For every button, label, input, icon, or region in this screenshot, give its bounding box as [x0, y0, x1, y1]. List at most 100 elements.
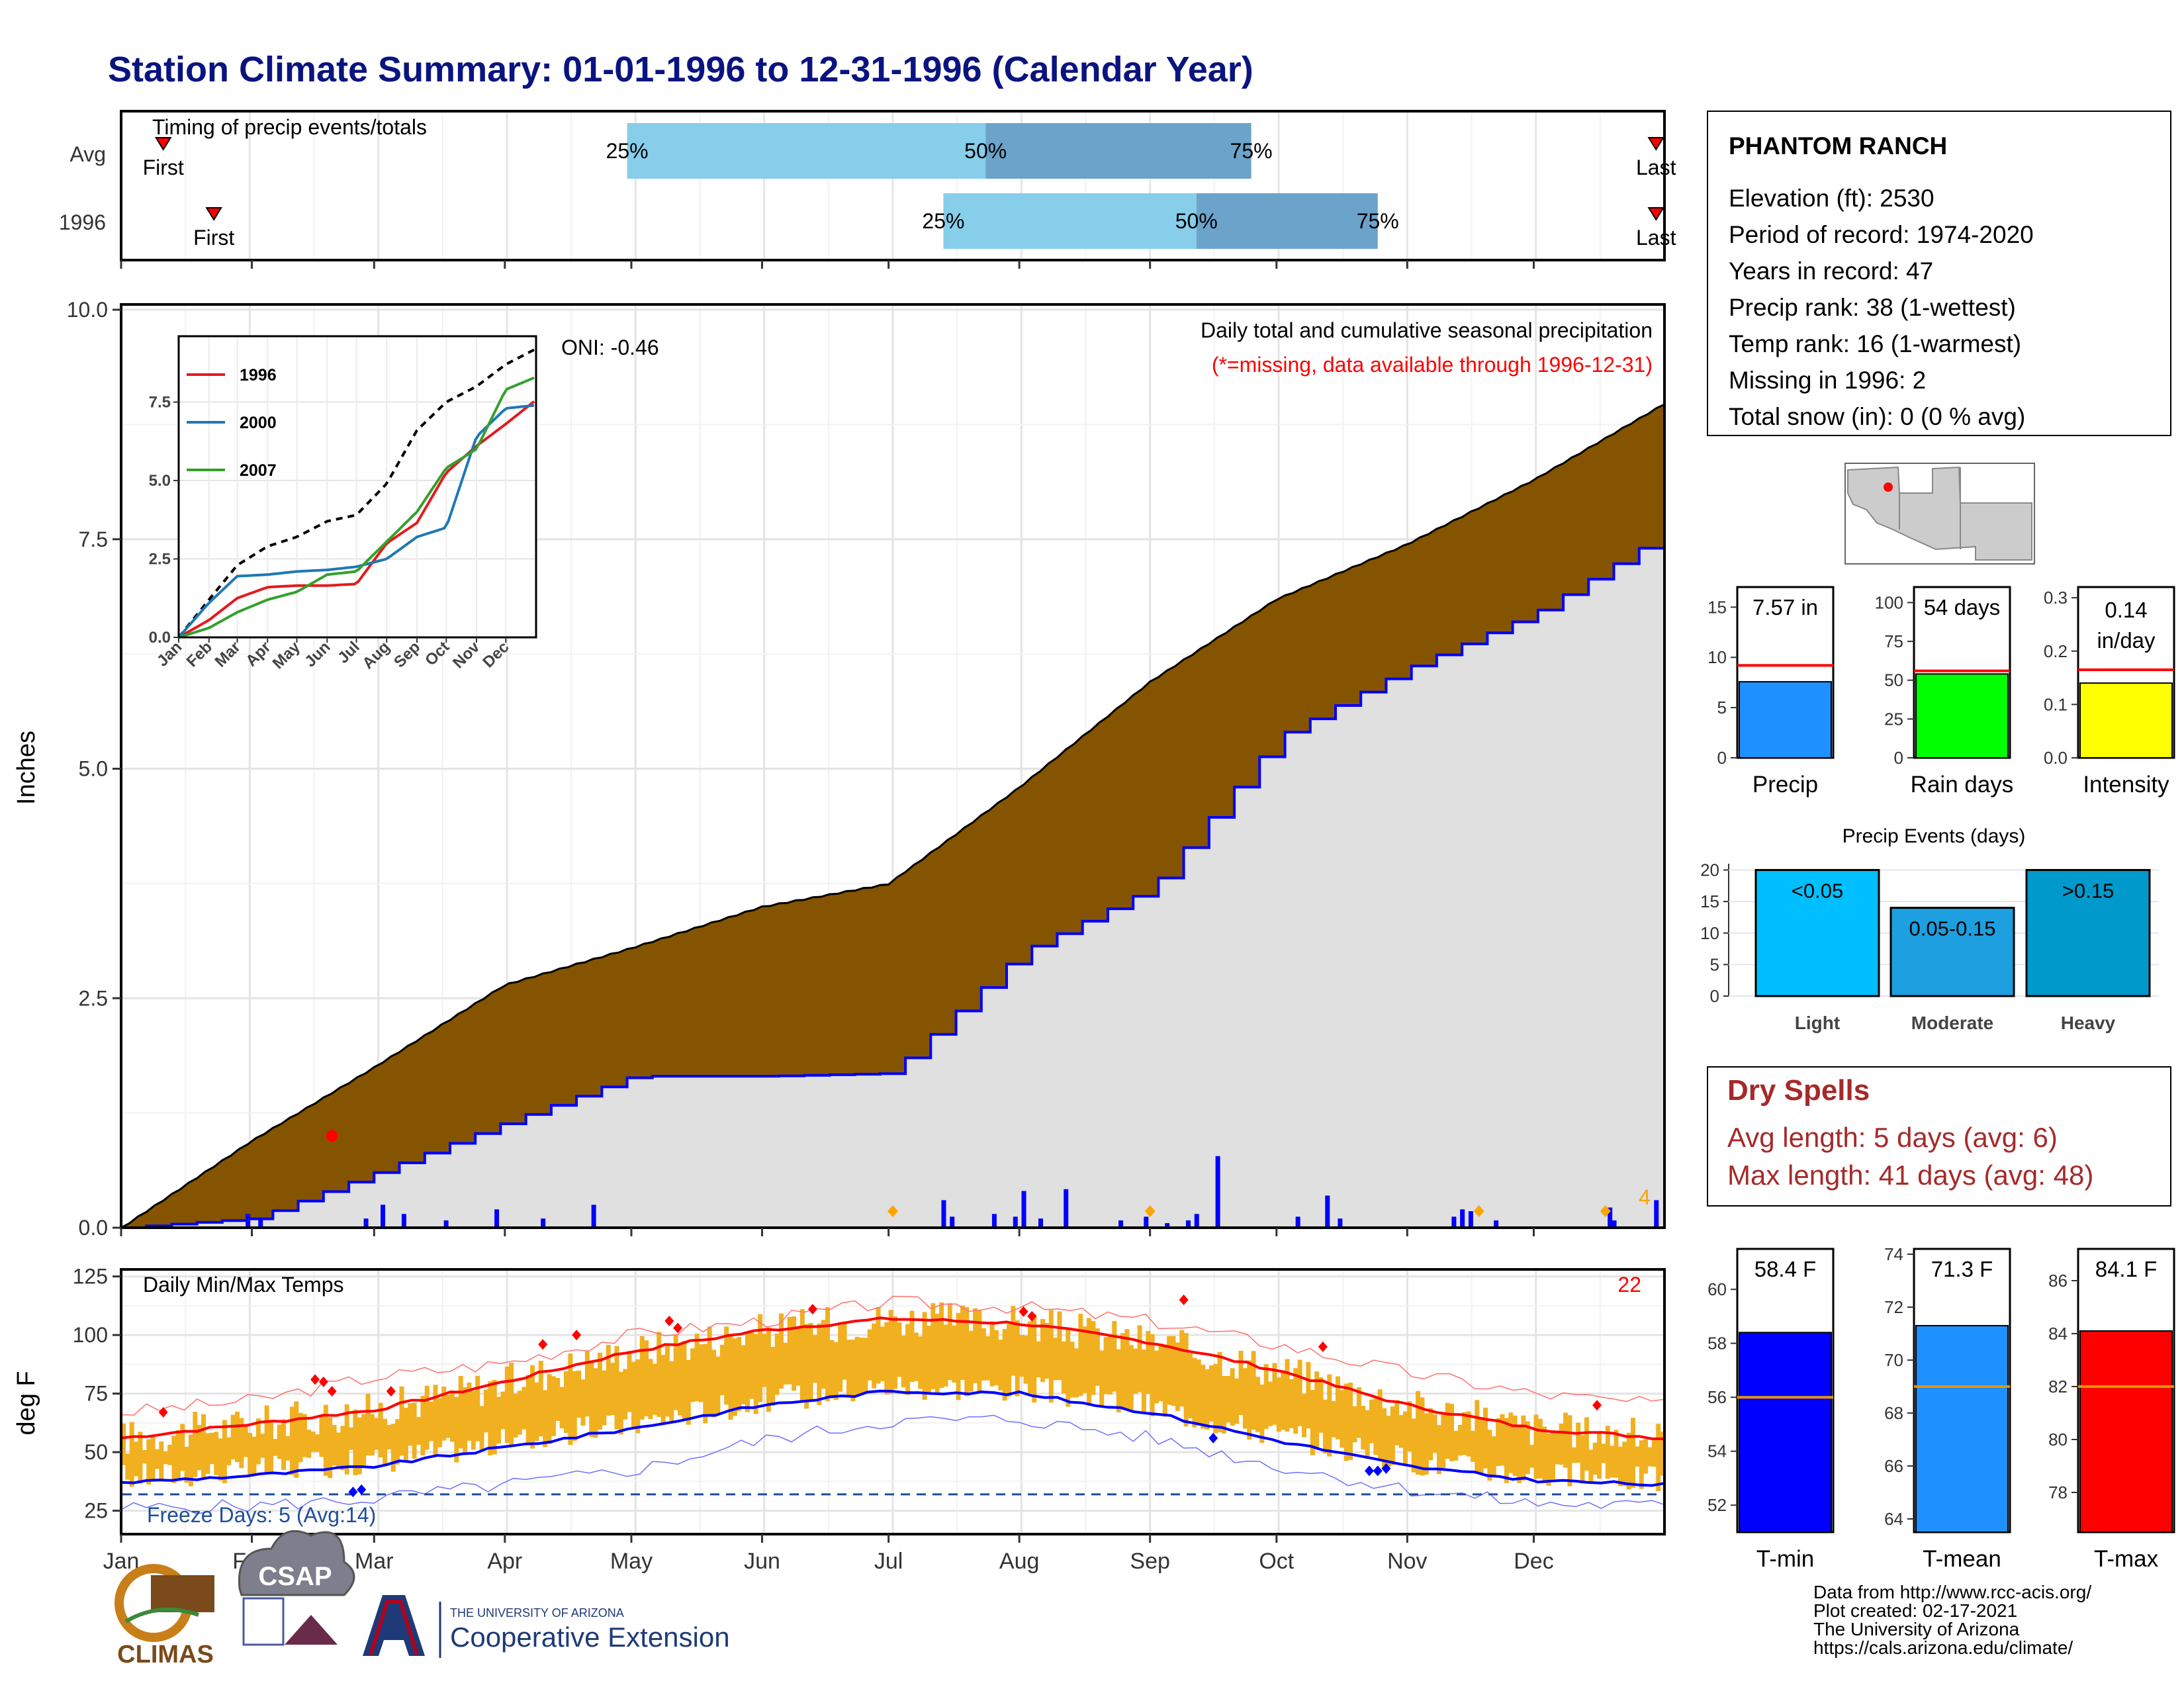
page-title: Station Climate Summary: 01-01-1996 to 1…	[108, 50, 1253, 89]
daily-precip-bar	[381, 1205, 386, 1228]
daily-temp-range-bar	[1281, 1370, 1286, 1430]
precip-panel-title: Daily total and cumulative seasonal prec…	[1201, 318, 1653, 342]
daily-temp-range-bar	[606, 1345, 611, 1416]
daily-temp-range-bar	[1542, 1426, 1547, 1484]
daily-temp-range-bar	[1508, 1412, 1514, 1473]
daily-temp-range-bar	[1066, 1328, 1071, 1407]
daily-temp-range-bar	[1394, 1400, 1400, 1445]
daily-temp-range-bar	[1007, 1324, 1012, 1396]
events-bar	[2025, 869, 2151, 997]
daily-temp-range-bar	[458, 1376, 463, 1449]
precip-panel-frame	[120, 303, 1666, 1229]
temp-panel-frame	[120, 1268, 1666, 1535]
daily-temp-range-bar	[310, 1431, 316, 1452]
gauge-tick-label: 0.1	[2044, 694, 2068, 714]
daily-temp-range-bar	[500, 1391, 506, 1430]
daily-precip-bar	[246, 1214, 251, 1228]
daily-temp-range-bar	[1238, 1351, 1244, 1416]
daily-temp-range-bar	[1302, 1394, 1307, 1438]
daily-temp-range-bar	[934, 1313, 940, 1393]
daily-temp-range-bar	[1032, 1314, 1037, 1403]
quartile-bar-upper	[1196, 193, 1378, 249]
gauge-t-min: 52 54 56 58 60 58.4 F T-min	[1707, 1248, 1835, 1572]
temp-panel-title: Daily Min/Max Temps	[143, 1273, 343, 1297]
daily-precip-bar	[1494, 1220, 1499, 1228]
gauge-tick-label: 15	[1707, 597, 1727, 617]
daily-temp-range-bar	[1011, 1306, 1016, 1376]
daily-temp-range-bar	[1133, 1348, 1138, 1394]
climas-logo-leaf	[124, 1608, 199, 1623]
daily-temp-range-bar	[188, 1434, 193, 1486]
daily-precip-bar	[991, 1214, 997, 1228]
temp-ytick-label: 125	[73, 1265, 108, 1289]
missing-day-marker	[1144, 1205, 1156, 1218]
daily-precip-bar	[1064, 1189, 1069, 1228]
daily-temp-range-bar	[463, 1387, 468, 1453]
events-tick-label: 10	[1700, 923, 1719, 943]
daily-temp-range-bar	[1217, 1351, 1222, 1432]
daily-temp-range-bar	[248, 1433, 253, 1476]
station-line-period: Period of record: 1974-2020	[1729, 221, 2034, 248]
daily-temp-range-bar	[657, 1332, 662, 1417]
station-name: PHANTOM RANCH	[1729, 132, 1947, 160]
daily-temp-range-bar	[821, 1320, 826, 1389]
daily-temp-range-bar	[833, 1342, 839, 1400]
daily-temp-range-bar	[378, 1402, 383, 1458]
record-high-marker	[158, 1406, 168, 1418]
daily-temp-range-bar	[1015, 1320, 1020, 1396]
daily-temp-range-bar	[1019, 1334, 1024, 1377]
gauge-tick-label: 64	[1884, 1509, 1903, 1529]
daily-temp-range-bar	[1563, 1412, 1569, 1468]
gauge-tick-label: 5	[1717, 698, 1727, 717]
daily-precip-bar	[1186, 1220, 1191, 1228]
events-tick-label: 15	[1700, 891, 1719, 911]
daily-temp-range-bar	[357, 1417, 362, 1475]
quartile-bar-lower	[627, 123, 986, 179]
daily-temp-range-bar	[1656, 1424, 1661, 1492]
gauge-tick-label: 86	[2048, 1271, 2068, 1291]
daily-temp-range-bar	[121, 1423, 126, 1465]
daily-temp-range-bar	[1069, 1342, 1075, 1398]
daily-precip-bar	[1654, 1200, 1659, 1228]
daily-temp-range-bar	[445, 1394, 451, 1438]
inset-legend-label: 1996	[240, 366, 277, 385]
quartile-bar-upper	[985, 123, 1251, 179]
daily-temp-range-bar	[1124, 1329, 1130, 1409]
daily-temp-range-bar	[534, 1382, 539, 1441]
daily-temp-range-bar	[306, 1430, 312, 1458]
daily-temp-range-bar	[1352, 1406, 1357, 1443]
gauge-intensity: 0.0 0.1 0.2 0.3 0.14 in/day Intensity	[2044, 586, 2175, 798]
gauge-tick-label: 52	[1707, 1495, 1727, 1515]
daily-temp-range-bar	[1428, 1408, 1433, 1461]
station-line-missing: Missing in 1996: 2	[1729, 367, 1926, 394]
month-label: Jul	[874, 1549, 903, 1574]
daily-temp-range-bar	[315, 1434, 320, 1452]
events-bar-label: 0.05-0.15	[1909, 917, 1996, 940]
temp-record-count: 22	[1617, 1273, 1641, 1297]
daily-temp-range-bar	[163, 1451, 168, 1465]
daily-temp-range-bar	[332, 1425, 337, 1466]
daily-temp-range-bar	[698, 1344, 704, 1402]
daily-temp-range-bar	[694, 1333, 700, 1402]
daily-temp-range-bar	[433, 1385, 438, 1456]
daily-temp-range-bar	[197, 1425, 202, 1471]
timing-row-label-year: 1996	[59, 210, 106, 234]
daily-temp-range-bar	[1487, 1430, 1492, 1481]
gauge-tick-label: 56	[1707, 1387, 1727, 1407]
record-low-marker	[348, 1486, 358, 1498]
events-bar-label: >0.15	[2062, 880, 2114, 903]
daily-temp-range-bar	[1626, 1432, 1631, 1490]
daily-temp-range-bar	[660, 1354, 666, 1424]
precip-events-chart: Precip Events (days) 05101520<0.05Light0…	[1700, 825, 2159, 1033]
daily-temp-range-bar	[492, 1379, 497, 1455]
daily-temp-range-bar	[1263, 1364, 1269, 1430]
daily-temp-range-bar	[1424, 1413, 1429, 1475]
daily-temp-range-bar	[125, 1453, 130, 1480]
gauge-label: Precip	[1752, 772, 1818, 798]
record-precip-marker	[326, 1130, 338, 1142]
daily-temp-range-bar	[884, 1322, 889, 1394]
daily-temp-range-bar	[1390, 1406, 1395, 1465]
daily-temp-range-bar	[1411, 1418, 1416, 1473]
daily-temp-range-bar	[1416, 1391, 1421, 1475]
first-event-label: First	[193, 226, 234, 250]
